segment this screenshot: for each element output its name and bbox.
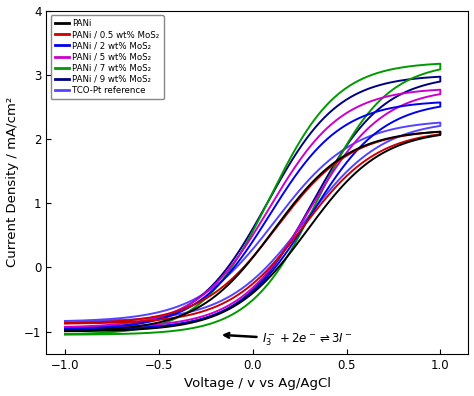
X-axis label: Voltage / v vs Ag/AgCl: Voltage / v vs Ag/AgCl — [184, 377, 331, 390]
Legend: PANi, PANi / 0.5 wt% MoS₂, PANi / 2 wt% MoS₂, PANi / 5 wt% MoS₂, PANi / 7 wt% Mo: PANi, PANi / 0.5 wt% MoS₂, PANi / 2 wt% … — [51, 15, 164, 99]
Y-axis label: Current Density / mA/cm²: Current Density / mA/cm² — [6, 97, 18, 267]
Text: $I_3^- + 2e^- \rightleftharpoons 3I^-$: $I_3^- + 2e^- \rightleftharpoons 3I^-$ — [225, 332, 353, 348]
